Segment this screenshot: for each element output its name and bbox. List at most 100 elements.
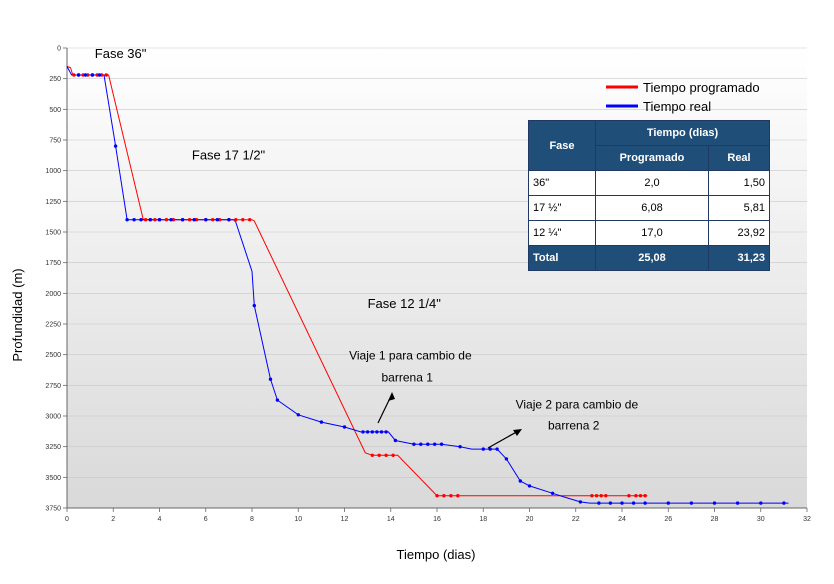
data-point-programado — [153, 218, 157, 222]
header-fase: Fase — [528, 120, 596, 171]
data-point-real — [375, 430, 379, 434]
x-tick-label: 0 — [65, 516, 69, 523]
total-programado: 25,08 — [595, 245, 709, 271]
data-point-programado — [590, 494, 594, 498]
data-point-programado — [241, 218, 245, 222]
row-real: 1,50 — [708, 170, 770, 196]
data-point-programado — [234, 218, 238, 222]
row-fase: 36" — [528, 170, 596, 196]
data-point-real — [204, 218, 208, 222]
data-point-real — [608, 501, 613, 505]
annotation-fase36: Fase 36" — [95, 46, 147, 61]
data-point-programado — [435, 494, 439, 498]
x-tick-label: 12 — [341, 516, 349, 523]
annotation-fase17: Fase 17 1/2" — [192, 148, 266, 163]
arrow-viaje-1-head — [388, 392, 395, 401]
data-point-real — [215, 218, 219, 222]
plot-area — [67, 48, 807, 508]
data-point-programado — [599, 494, 603, 498]
data-point-real — [631, 501, 636, 505]
data-point-real — [782, 501, 786, 505]
x-tick-labels: 0 2 4 6 8 10 12 14 16 18 20 22 24 26 28 30 32 — [65, 516, 811, 523]
row-fase: 12 ¼" — [528, 220, 596, 246]
grid-lines — [67, 47, 807, 509]
x-tick-label: 6 — [204, 516, 208, 523]
data-point-real — [643, 501, 647, 505]
data-point-real — [227, 218, 231, 222]
x-tick-label: 32 — [803, 516, 811, 523]
x-axis-title: Tiempo (dias) — [397, 547, 476, 562]
data-point-programado — [104, 73, 109, 77]
data-point-real — [379, 430, 384, 434]
data-point-real — [666, 501, 670, 505]
data-point-real — [275, 398, 280, 402]
data-point-real — [550, 491, 555, 495]
y-axis-title: Profundidad (m) — [10, 268, 25, 361]
data-point-real — [296, 413, 300, 417]
data-point-real — [689, 501, 694, 505]
total-label: Total — [528, 245, 596, 271]
data-point-real — [370, 430, 374, 434]
data-point-real — [597, 501, 601, 505]
table-total-row: Total 25,08 31,23 — [528, 245, 770, 271]
y-tick-labels: 0 250 500 750 1000 1250 1500 1750 2000 2250 2500 27… — [45, 46, 61, 513]
data-point-real — [365, 430, 370, 434]
x-tick-label: 24 — [618, 516, 626, 523]
data-point-real — [148, 218, 152, 222]
annotation-fase12: Fase 12 1/4" — [368, 296, 442, 311]
data-point-real — [113, 144, 118, 148]
x-tick-label: 2 — [111, 516, 115, 523]
y-tick-label: 2500 — [45, 352, 61, 359]
data-point-programado — [377, 453, 381, 457]
data-point-programado — [634, 494, 638, 498]
data-point-programado — [604, 494, 608, 498]
data-point-programado — [187, 218, 192, 222]
data-point-real — [125, 218, 129, 222]
data-point-real — [488, 447, 492, 451]
annotation-viaje1a: Viaje 1 para cambio de — [349, 349, 472, 363]
data-point-programado — [627, 494, 631, 498]
marker-layer — [72, 73, 786, 505]
table-subheader-row: Programado Real — [529, 145, 770, 171]
data-point-real — [90, 73, 95, 77]
summary-table: Fase Tiempo (dias) Programado Real 36" 2… — [528, 120, 770, 271]
y-tick-label: 2250 — [45, 322, 61, 329]
data-point-real — [180, 218, 185, 222]
data-point-programado — [211, 218, 215, 222]
data-point-programado — [638, 494, 643, 498]
y-tick-label: 2000 — [45, 291, 61, 298]
x-tick-label: 20 — [526, 516, 534, 523]
row-programado: 6,08 — [595, 195, 709, 221]
data-point-programado — [384, 453, 388, 457]
legend-label-programado: Tiempo programado — [643, 80, 760, 95]
y-tick-label: 1000 — [45, 168, 61, 175]
annotation-layer: Fase 36" Fase 17 1/2" Fase 12 1/4" Viaje 1 … — [95, 46, 639, 433]
data-point-programado — [143, 218, 148, 222]
data-point-real — [433, 442, 437, 446]
data-point-real — [76, 73, 81, 77]
y-tick-label: 2750 — [45, 383, 61, 390]
header-real: Real — [708, 145, 770, 171]
y-tick-label: 750 — [49, 138, 61, 145]
data-point-real — [361, 430, 365, 434]
row-fase: 17 ½" — [528, 195, 596, 221]
data-point-real — [439, 442, 444, 446]
data-point-real — [620, 501, 624, 505]
data-point-real — [342, 425, 347, 429]
data-point-real — [712, 501, 717, 505]
data-point-real — [481, 447, 485, 451]
data-point-programado — [594, 494, 599, 498]
x-tick-label: 14 — [387, 516, 395, 523]
data-point-programado — [391, 453, 395, 457]
header-tiempo: Tiempo (dias) — [595, 120, 770, 146]
data-point-real — [83, 73, 88, 77]
y-tick-label: 1750 — [45, 260, 61, 267]
data-point-programado — [164, 218, 169, 222]
data-point-real — [157, 218, 162, 222]
annotation-viaje2b: barrena 2 — [548, 419, 600, 433]
data-point-real — [735, 501, 740, 505]
annotation-viaje2a: Viaje 2 para cambio de — [516, 398, 639, 412]
data-point-programado — [449, 494, 453, 498]
x-tick-label: 26 — [664, 516, 672, 523]
